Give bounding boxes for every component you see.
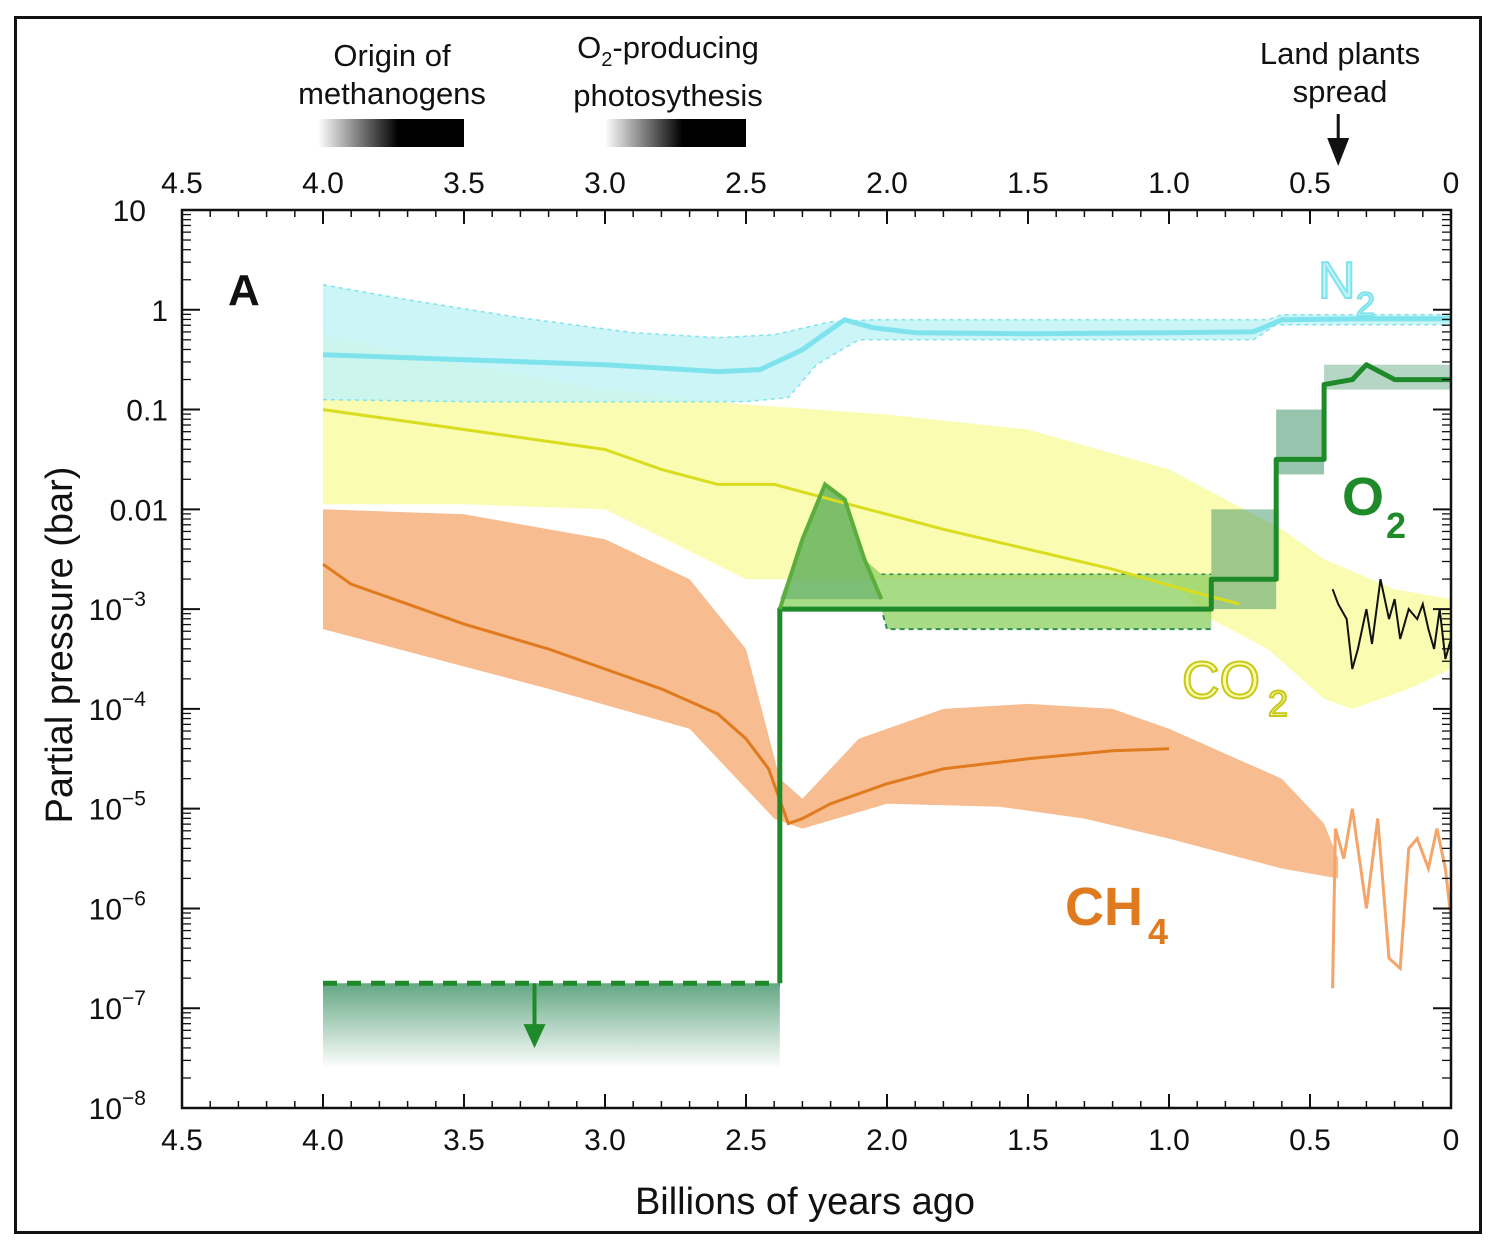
series-lines — [322, 316, 1453, 1049]
co2-band — [323, 334, 1451, 709]
x-tick-label-top: 0.5 — [1289, 167, 1331, 200]
x-tick-label-bottom: 4.5 — [161, 1124, 203, 1157]
photosynthesis-sub: 2 — [601, 49, 612, 71]
y-tick-label: 1 — [151, 295, 168, 328]
x-axis-title: Billions of years ago — [635, 1181, 975, 1223]
ch4-label-main: CH — [1065, 877, 1143, 937]
y-tick-label-exponent: −3 — [122, 588, 146, 611]
ch4-line — [322, 562, 1170, 826]
o2-ediacaran-band — [1276, 409, 1325, 475]
o2-line — [777, 362, 1451, 984]
photosynthesis-line1: O2-producing — [577, 30, 759, 71]
n2-label-main: N — [1318, 252, 1356, 310]
ch4-label-sub: 4 — [1148, 911, 1168, 952]
n2-label: N 2 — [1317, 251, 1376, 325]
o2-label: O 2 — [1342, 467, 1406, 546]
methanogens-timebar — [318, 119, 464, 147]
n2-band-upper-edge — [322, 284, 1451, 339]
plot-area-border — [180, 208, 1453, 1110]
o2-goe-overshoot-line — [777, 481, 884, 610]
n2-band — [323, 284, 1451, 402]
land-plants-arrow-icon — [1327, 114, 1350, 166]
y-tick-label: 10−7 — [89, 987, 146, 1026]
y-tick-label-exponent: −4 — [122, 688, 146, 711]
y-tick-label: 10−8 — [89, 1087, 146, 1126]
annotation-methanogens: Origin of methanogens — [298, 38, 486, 147]
methanogens-line1: Origin of — [333, 38, 451, 73]
x-tick-label-top: 1.0 — [1148, 167, 1190, 200]
ch4-band — [323, 509, 1339, 879]
photosynthesis-timebar — [605, 119, 746, 147]
ch4-label: CH 4 — [1065, 877, 1168, 952]
co2-phanerozoic-line — [1331, 578, 1452, 670]
y-tick-label-exponent: −5 — [122, 788, 146, 811]
shaded-bands — [322, 284, 1451, 1069]
o2-goe-overshoot-band — [779, 484, 882, 600]
axes: 4.5 4.5 4.0 4.0 3.5 3.5 3.0 3.0 2.5 2.5 2.0 2.0 1.5 1… — [89, 167, 1460, 1157]
y-tick-label-base: 10 — [89, 694, 122, 727]
x-tick-label-bottom: 4.0 — [302, 1124, 344, 1157]
y-tick-label-base: 10 — [89, 594, 122, 627]
y-tick-label-exponent: −7 — [122, 987, 146, 1010]
o2-upper-limit-arrow-icon — [523, 1024, 546, 1049]
y-tick-label-base: 10 — [113, 195, 146, 228]
x-tick-label-top: 1.5 — [1007, 167, 1049, 200]
land-plants-line2: spread — [1293, 74, 1388, 109]
figure-frame — [14, 16, 1482, 1234]
o2-label-sub: 2 — [1386, 505, 1406, 546]
y-tick-label: 10−6 — [89, 887, 146, 926]
o2-pre-goe-band — [323, 983, 780, 1069]
o2-label-main: O — [1342, 467, 1384, 527]
y-tick-label-exponent: −6 — [122, 887, 146, 910]
co2-line — [322, 408, 1240, 606]
x-tick-label-bottom: 2.0 — [866, 1124, 908, 1157]
y-axis-title: Partial pressure (bar) — [39, 467, 81, 824]
n2-label-sub: 2 — [1356, 286, 1375, 324]
o2-band-lower-edge — [779, 608, 1212, 631]
x-tick-label-top: 3.5 — [443, 167, 485, 200]
o2-proterozoic-band — [779, 484, 1212, 630]
x-tick-label-top: 2.0 — [866, 167, 908, 200]
ch4-phanerozoic-line — [1331, 808, 1453, 989]
photosynthesis-o: O — [577, 30, 601, 65]
co2-label-main: CO — [1182, 652, 1260, 710]
y-tick-label-base: 10 — [89, 993, 122, 1026]
land-plants-arrow-head — [1327, 138, 1350, 166]
x-tick-label-bottom: 3.0 — [584, 1124, 626, 1157]
photosynthesis-line2: photosythesis — [573, 78, 763, 113]
x-tick-label-top: 4.0 — [302, 167, 344, 200]
panel-label: A — [228, 266, 260, 315]
o2-neoproterozoic-band — [1211, 509, 1277, 610]
y-tick-label-base: 10 — [89, 1093, 122, 1126]
photosynthesis-rest: -producing — [612, 30, 758, 65]
x-tick-label-bottom: 0 — [1443, 1124, 1460, 1157]
y-tick-label-base: 10 — [89, 893, 122, 926]
y-tick-label: 10−4 — [89, 688, 147, 727]
y-tick-label: 0.01 — [110, 494, 168, 527]
y-tick-label: 0.1 — [126, 395, 168, 428]
x-tick-label-top: 0 — [1443, 167, 1460, 200]
co2-label: CO 2 — [1181, 651, 1289, 725]
x-tick-label-bottom: 1.0 — [1148, 1124, 1190, 1157]
x-tick-label-bottom: 2.5 — [725, 1124, 767, 1157]
methanogens-line2: methanogens — [298, 76, 486, 111]
land-plants-line1: Land plants — [1260, 36, 1420, 71]
x-tick-label-bottom: 3.5 — [443, 1124, 485, 1157]
y-tick-label-base: 10 — [89, 794, 122, 827]
n2-line — [322, 316, 1451, 375]
x-tick-label-bottom: 1.5 — [1007, 1124, 1049, 1157]
y-tick-label-exponent: −8 — [122, 1087, 146, 1110]
co2-label-sub: 2 — [1268, 683, 1288, 724]
x-tick-label-top: 4.5 — [161, 167, 203, 200]
n2-band-lower-edge — [322, 323, 1451, 403]
annotation-photosynthesis: O2-producing photosythesis — [573, 30, 763, 147]
y-tick-label: 10−5 — [89, 788, 146, 827]
y-tick-label: 10−3 — [89, 588, 146, 627]
annotation-land-plants: Land plants spread — [1260, 36, 1420, 166]
x-tick-label-top: 2.5 — [725, 167, 767, 200]
x-tick-label-top: 3.0 — [584, 167, 626, 200]
y-tick-label: 10 — [113, 195, 146, 228]
x-tick-label-bottom: 0.5 — [1289, 1124, 1331, 1157]
